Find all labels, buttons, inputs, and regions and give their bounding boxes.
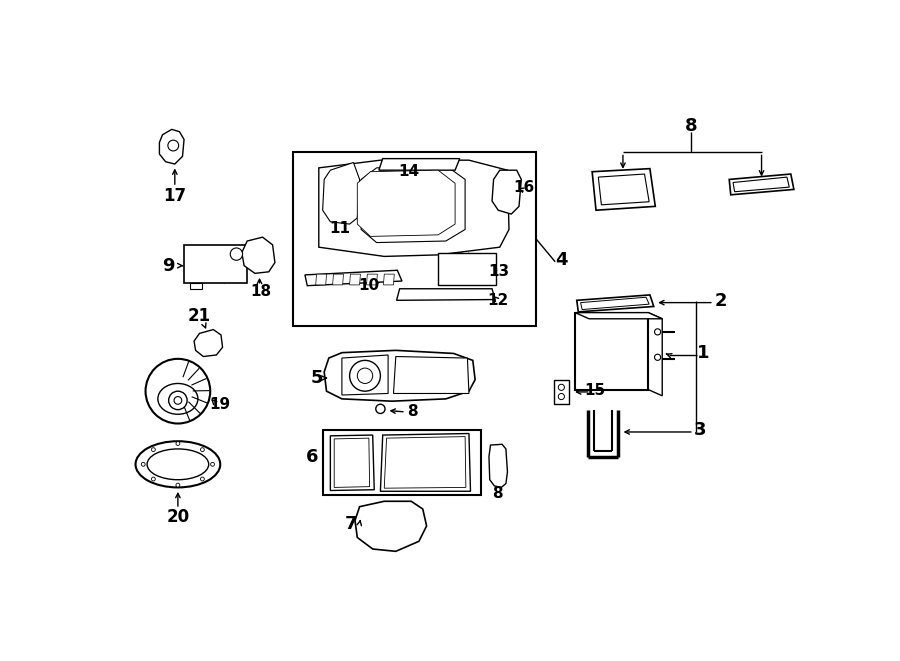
Polygon shape [324, 350, 475, 401]
Circle shape [168, 140, 179, 151]
Text: 16: 16 [513, 180, 535, 194]
Polygon shape [575, 313, 662, 319]
Circle shape [349, 360, 381, 391]
Circle shape [176, 442, 180, 446]
Text: 3: 3 [694, 422, 706, 440]
Text: 4: 4 [555, 251, 568, 268]
Bar [438, 253, 496, 285]
Text: 10: 10 [358, 278, 380, 293]
Polygon shape [366, 274, 377, 285]
Text: 7: 7 [345, 516, 357, 533]
Circle shape [558, 393, 564, 400]
Polygon shape [349, 274, 360, 285]
Circle shape [211, 463, 214, 466]
Circle shape [168, 391, 187, 410]
Bar [190, 284, 202, 289]
Polygon shape [729, 174, 794, 195]
Polygon shape [734, 177, 789, 192]
Polygon shape [342, 355, 388, 395]
Polygon shape [580, 297, 649, 309]
Text: 13: 13 [489, 264, 509, 278]
Polygon shape [194, 330, 222, 356]
Polygon shape [393, 356, 469, 393]
Polygon shape [381, 434, 471, 491]
Polygon shape [319, 160, 509, 256]
Circle shape [151, 477, 156, 481]
Polygon shape [316, 274, 327, 285]
Circle shape [230, 248, 243, 260]
Circle shape [141, 463, 145, 466]
Text: 5: 5 [310, 369, 323, 387]
Ellipse shape [158, 383, 198, 414]
Polygon shape [383, 274, 394, 285]
Circle shape [558, 384, 564, 391]
Text: 6: 6 [306, 447, 318, 465]
Circle shape [201, 447, 204, 451]
Text: 17: 17 [163, 187, 186, 206]
Text: 19: 19 [210, 397, 230, 412]
Polygon shape [397, 289, 495, 300]
Text: 18: 18 [250, 284, 272, 299]
Text: 20: 20 [166, 508, 190, 525]
Polygon shape [333, 274, 344, 285]
Polygon shape [648, 313, 662, 396]
Text: 9: 9 [162, 256, 175, 275]
Polygon shape [242, 237, 274, 274]
Circle shape [654, 329, 661, 335]
Circle shape [376, 405, 385, 414]
Text: 2: 2 [715, 292, 727, 310]
Circle shape [151, 447, 156, 451]
Text: 21: 21 [188, 307, 211, 325]
Circle shape [146, 359, 211, 424]
Polygon shape [492, 170, 521, 214]
Polygon shape [305, 270, 402, 286]
Circle shape [174, 397, 182, 405]
Text: 14: 14 [399, 164, 419, 179]
Circle shape [357, 368, 373, 383]
Text: 1: 1 [697, 344, 709, 362]
Circle shape [654, 354, 661, 360]
Bar [184, 245, 248, 284]
Polygon shape [361, 165, 465, 243]
Polygon shape [384, 437, 466, 488]
Text: 8: 8 [407, 405, 418, 420]
Text: 8: 8 [684, 116, 697, 135]
Bar [322, 430, 481, 495]
Bar [293, 153, 536, 326]
Polygon shape [489, 444, 508, 487]
Ellipse shape [147, 449, 209, 480]
Text: 8: 8 [492, 486, 503, 501]
Polygon shape [357, 170, 455, 237]
Polygon shape [355, 501, 427, 551]
Bar [554, 379, 569, 405]
Text: 11: 11 [329, 221, 350, 236]
Polygon shape [330, 435, 374, 490]
Text: 15: 15 [585, 383, 606, 398]
Polygon shape [577, 295, 653, 312]
Circle shape [176, 483, 180, 487]
Polygon shape [159, 130, 184, 164]
Polygon shape [379, 159, 460, 170]
Polygon shape [592, 169, 655, 210]
Polygon shape [598, 174, 649, 205]
Circle shape [201, 477, 204, 481]
Polygon shape [322, 163, 360, 224]
Polygon shape [334, 438, 370, 487]
Bar [575, 313, 648, 389]
Text: 12: 12 [488, 293, 508, 308]
Ellipse shape [136, 442, 220, 487]
